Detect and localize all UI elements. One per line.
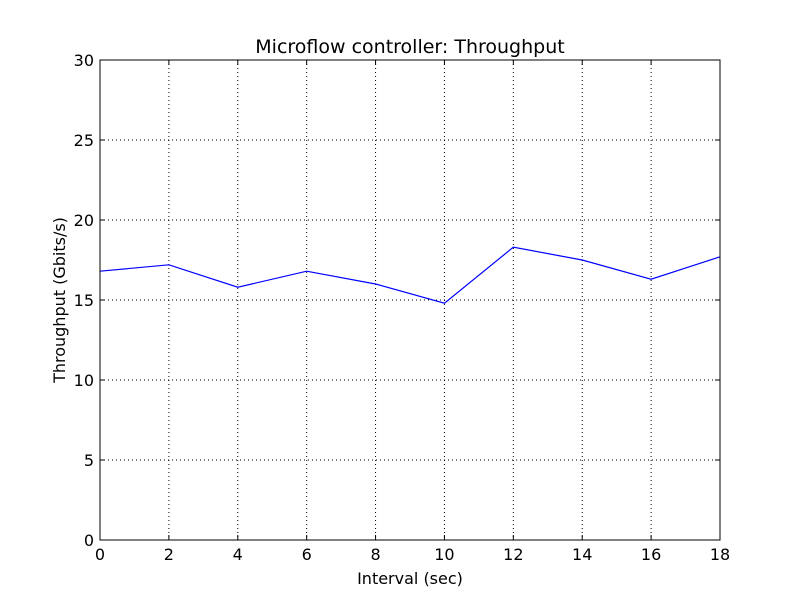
y-tick-label: 10: [74, 371, 94, 390]
x-tick-label: 6: [302, 545, 312, 564]
y-axis-label: Throughput (Gbits/s): [50, 217, 69, 384]
x-tick-label: 16: [641, 545, 661, 564]
y-tick-labels: 0 5 10 15 20 25 30: [74, 51, 94, 550]
x-tick-label: 0: [95, 545, 105, 564]
y-tick-label: 15: [74, 291, 94, 310]
x-tick-label: 10: [434, 545, 454, 564]
x-tick-label: 14: [572, 545, 592, 564]
y-tick-label: 25: [74, 131, 94, 150]
chart-title: Microflow controller: Throughput: [255, 36, 564, 58]
y-tick-label: 20: [74, 211, 94, 230]
y-tick-label: 0: [84, 531, 94, 550]
x-axis-label: Interval (sec): [357, 569, 463, 588]
plot-area: [99, 59, 721, 541]
axis-ticks: [99, 59, 721, 541]
x-tick-labels: 0 2 4 6 8 10 12 14 16 18: [95, 545, 730, 564]
y-tick-label: 5: [84, 451, 94, 470]
x-tick-label: 12: [503, 545, 523, 564]
x-tick-label: 2: [164, 545, 174, 564]
x-tick-label: 4: [233, 545, 243, 564]
y-tick-label: 30: [74, 51, 94, 70]
throughput-line: [99, 246, 721, 304]
x-tick-label: 8: [370, 545, 380, 564]
x-tick-label: 18: [710, 545, 730, 564]
